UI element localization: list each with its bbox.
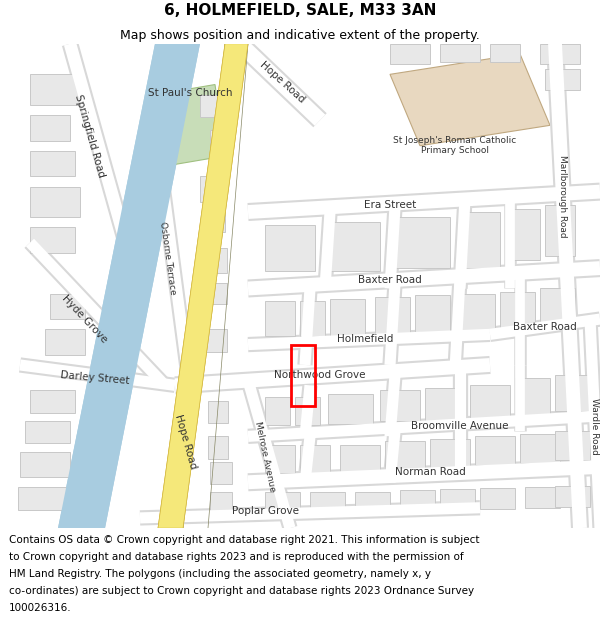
- Bar: [555, 486, 590, 507]
- Bar: [455, 294, 495, 333]
- Bar: [25, 421, 70, 444]
- Bar: [440, 489, 475, 510]
- Text: Map shows position and indicative extent of the property.: Map shows position and indicative extent…: [120, 29, 480, 41]
- Bar: [395, 217, 450, 268]
- Text: Norman Road: Norman Road: [395, 467, 466, 477]
- Bar: [18, 488, 73, 510]
- Polygon shape: [390, 54, 550, 146]
- Text: St Paul's Church: St Paul's Church: [148, 88, 232, 98]
- Bar: [300, 301, 325, 336]
- Bar: [545, 205, 575, 256]
- Bar: [515, 378, 550, 419]
- Bar: [355, 492, 390, 513]
- Bar: [45, 329, 85, 355]
- Bar: [30, 151, 75, 176]
- Text: Hope Road: Hope Road: [173, 413, 199, 470]
- Bar: [265, 492, 300, 513]
- Text: Melrose Avenue: Melrose Avenue: [253, 421, 277, 493]
- Bar: [200, 95, 225, 117]
- Bar: [210, 131, 232, 151]
- Bar: [310, 492, 345, 513]
- Bar: [430, 439, 470, 468]
- Text: Baxter Road: Baxter Road: [358, 276, 422, 286]
- Bar: [265, 301, 295, 336]
- Bar: [330, 222, 380, 271]
- Bar: [425, 388, 465, 421]
- Bar: [545, 69, 580, 89]
- Bar: [30, 391, 75, 413]
- Text: Poplar Grove: Poplar Grove: [232, 506, 299, 516]
- Bar: [540, 44, 580, 64]
- Bar: [30, 186, 80, 217]
- Bar: [210, 462, 232, 484]
- Bar: [500, 291, 535, 330]
- Bar: [265, 397, 290, 425]
- Text: Wardle Road: Wardle Road: [589, 398, 599, 454]
- Text: HM Land Registry. The polygons (including the associated geometry, namely x, y: HM Land Registry. The polygons (includin…: [9, 569, 431, 579]
- Polygon shape: [158, 44, 248, 528]
- Bar: [200, 176, 222, 202]
- Text: Hyde Grove: Hyde Grove: [61, 293, 110, 345]
- Bar: [205, 212, 225, 232]
- Bar: [300, 444, 330, 473]
- Bar: [205, 248, 227, 273]
- Bar: [30, 228, 75, 253]
- Text: co-ordinates) are subject to Crown copyright and database rights 2023 Ordnance S: co-ordinates) are subject to Crown copyr…: [9, 586, 474, 596]
- Text: Hope Road: Hope Road: [258, 60, 306, 105]
- Bar: [385, 441, 425, 470]
- Text: St Joseph's Roman Catholic
Primary School: St Joseph's Roman Catholic Primary Schoo…: [394, 136, 517, 156]
- Bar: [375, 297, 410, 336]
- Text: Contains OS data © Crown copyright and database right 2021. This information is : Contains OS data © Crown copyright and d…: [9, 535, 479, 545]
- Bar: [490, 44, 520, 62]
- Bar: [415, 294, 450, 333]
- Bar: [460, 212, 500, 268]
- Text: Broomville Avenue: Broomville Avenue: [411, 421, 509, 431]
- Bar: [265, 225, 315, 271]
- Text: 100026316.: 100026316.: [9, 602, 71, 612]
- Bar: [208, 436, 228, 459]
- Bar: [555, 375, 590, 411]
- Polygon shape: [58, 44, 200, 528]
- Bar: [210, 492, 232, 515]
- Bar: [265, 444, 295, 473]
- Polygon shape: [58, 44, 200, 528]
- Text: 6, HOLMEFIELD, SALE, M33 3AN: 6, HOLMEFIELD, SALE, M33 3AN: [164, 3, 436, 18]
- Bar: [330, 299, 365, 338]
- Text: Marlborough Road: Marlborough Road: [557, 156, 566, 238]
- Bar: [440, 44, 480, 62]
- Bar: [295, 397, 320, 425]
- Text: Era Street: Era Street: [364, 200, 416, 210]
- Text: to Crown copyright and database rights 2023 and is reproduced with the permissio: to Crown copyright and database rights 2…: [9, 552, 464, 562]
- Bar: [30, 74, 80, 105]
- Bar: [380, 391, 420, 421]
- Text: Springfield Road: Springfield Road: [73, 93, 107, 178]
- Bar: [50, 294, 85, 319]
- Bar: [525, 488, 560, 508]
- Bar: [470, 386, 510, 421]
- Bar: [475, 436, 515, 465]
- Polygon shape: [155, 84, 225, 166]
- Bar: [400, 491, 435, 511]
- Text: Osborne Terrace: Osborne Terrace: [158, 221, 178, 295]
- Bar: [208, 401, 228, 423]
- Bar: [291, 344, 315, 406]
- Bar: [30, 115, 70, 141]
- Bar: [390, 44, 430, 64]
- Text: Northwood Grove: Northwood Grove: [274, 370, 366, 380]
- Bar: [555, 431, 590, 460]
- Polygon shape: [158, 44, 248, 528]
- Text: Holmefield: Holmefield: [337, 334, 393, 344]
- Bar: [205, 283, 227, 304]
- Bar: [540, 289, 575, 328]
- Text: Darley Street: Darley Street: [60, 370, 130, 386]
- Bar: [480, 488, 515, 509]
- Bar: [520, 434, 560, 463]
- Text: Baxter Road: Baxter Road: [513, 322, 577, 332]
- Bar: [510, 209, 540, 260]
- Bar: [205, 329, 227, 352]
- Bar: [340, 444, 380, 473]
- Bar: [328, 394, 373, 424]
- Bar: [20, 452, 70, 477]
